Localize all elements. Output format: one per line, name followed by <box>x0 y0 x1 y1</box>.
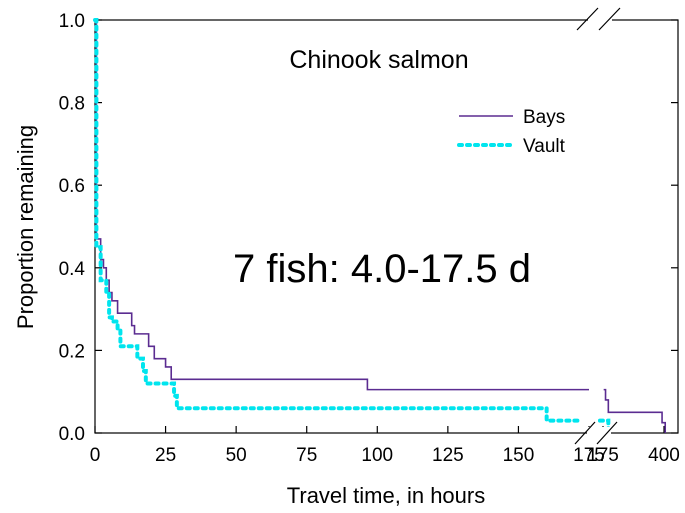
x-tick-label-1: 25 <box>155 445 176 466</box>
x-axis-label: Travel time, in hours <box>287 483 485 508</box>
x-tick-label-0: 0 <box>90 445 101 466</box>
break-mark-bottom-left <box>574 421 596 445</box>
x-tick-label-2: 50 <box>226 445 247 466</box>
y-tick-label-4: 0.8 <box>59 94 85 115</box>
plot-frame <box>94 19 679 434</box>
chart-annotation: 7 fish: 4.0-17.5 d <box>233 247 531 291</box>
x-tick-label-4: 100 <box>361 445 393 466</box>
series-vault-line <box>93 18 580 423</box>
y-axis-label: Proportion remaining <box>13 125 38 329</box>
chart-title: Chinook salmon <box>289 46 468 74</box>
legend: Bays Vault <box>457 107 566 157</box>
axis-break-marks <box>574 7 621 445</box>
x-tick-label-3: 75 <box>296 445 317 466</box>
y-axis-ticks: 0.0 0.2 0.4 0.6 0.8 1.0 <box>59 11 678 445</box>
x-tick-label-6: 150 <box>503 445 535 466</box>
x2-tick-label-0: 175 <box>587 445 619 466</box>
y-tick-label-5: 1.0 <box>59 11 85 32</box>
legend-label-bays: Bays <box>523 107 565 128</box>
break-mark-top-left <box>576 7 599 31</box>
x-tick-label-5: 125 <box>432 445 464 466</box>
series-bays-tail-line <box>603 388 667 433</box>
y-tick-label-0: 0.0 <box>59 424 85 445</box>
break-mark-top-right <box>598 7 621 31</box>
x-tick-label-7: 175 <box>573 445 605 466</box>
series-bays-line <box>95 19 589 391</box>
series-layer <box>93 18 667 435</box>
x2-tick-label-1: 400 <box>648 445 680 466</box>
break-gap-top <box>588 10 612 26</box>
legend-label-vault: Vault <box>523 136 566 157</box>
break-mark-bottom-right <box>596 421 618 445</box>
y-tick-label-1: 0.2 <box>59 341 85 362</box>
y-tick-label-2: 0.4 <box>59 259 86 280</box>
series-vault-tail-line <box>597 418 611 435</box>
y-tick-label-3: 0.6 <box>59 176 85 197</box>
